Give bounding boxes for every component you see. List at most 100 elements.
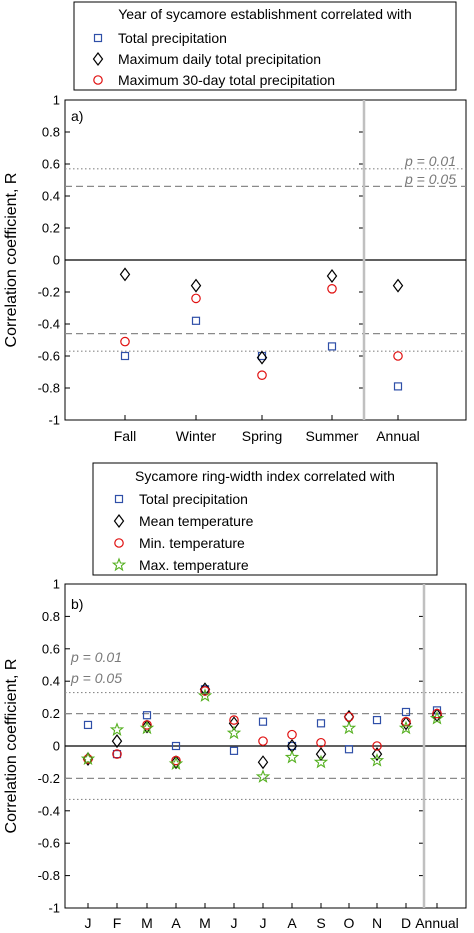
point-b-total-precipitation-11 [372, 715, 382, 725]
point-b-max-temperature-7 [255, 769, 271, 783]
point-b-total-precipitation-7 [258, 717, 268, 726]
legend-b-title: Sycamore ring-width index correlated wit… [135, 468, 395, 484]
point-b-total-precipitation-9 [316, 719, 326, 728]
point-a-maximum-daily-total-precipitation-5 [392, 278, 404, 293]
xtick-label-b-2: F [113, 915, 122, 931]
panel-a-label: a) [71, 108, 83, 124]
ytick-label-b: 1 [53, 577, 60, 592]
xtick-label-b-6: J [231, 915, 238, 931]
point-a-total-precipitation-3 [257, 351, 267, 361]
ytick-label-b: -0.6 [38, 836, 60, 851]
xtick-label-b-7: J [260, 915, 267, 931]
xtick-label-b-11: N [372, 915, 382, 931]
panel-b: Sycamore ring-width index correlated wit… [3, 462, 467, 931]
ytick-label-a: -0.4 [38, 317, 60, 332]
ytick-label-a: 0.8 [42, 125, 60, 140]
xtick-label-b-4: A [171, 915, 181, 931]
xtick-label-b-1: J [85, 915, 92, 931]
point-b-max-temperature-2 [109, 722, 125, 736]
xtick-label-b-12: D [401, 915, 411, 931]
legend-b-entry-3: Min. temperature [139, 535, 245, 551]
point-b-mean-temperature-9 [315, 747, 327, 762]
legend-b: Sycamore ring-width index correlated wit… [92, 462, 438, 576]
legend-a-entry-1: Total precipitation [118, 30, 227, 46]
point-b-max-temperature-4 [168, 756, 184, 770]
point-b-mean-temperature-11 [371, 747, 383, 762]
legend-a-marker-total-precipitation [93, 33, 103, 43]
point-b-min-temperature-11 [372, 741, 382, 751]
legend-b-entry-4: Max. temperature [139, 557, 249, 573]
point-b-max-temperature-3 [139, 720, 155, 735]
ytick-label-a: 0.6 [42, 157, 60, 172]
point-b-max-temperature-12 [398, 720, 414, 735]
ytick-label-a: -0.8 [38, 381, 60, 396]
legend-a-title: Year of sycamore establishment correlate… [118, 6, 412, 22]
point-b-min-temperature-7 [258, 736, 268, 746]
xtick-label-b-8: A [287, 915, 297, 931]
point-a-total-precipitation-1 [120, 351, 130, 361]
xtick-label-b-9: S [316, 915, 325, 931]
point-b-min-temperature-8 [287, 729, 297, 740]
plab-a-p01: p = 0.01 [404, 153, 456, 169]
point-b-mean-temperature-12 [400, 716, 412, 731]
legend-a: Year of sycamore establishment correlate… [73, 1, 457, 91]
point-a-total-precipitation-5 [393, 382, 403, 391]
point-b-min-temperature-2 [112, 749, 122, 759]
xtick-a-2: Winter [176, 428, 217, 444]
xtick-label-b-13: Annual [415, 915, 459, 931]
xtick-a-4: Summer [306, 428, 359, 444]
point-a-maximum-30-day-total-precipitation-4 [327, 283, 337, 294]
xtick-a-3: Spring [242, 428, 282, 444]
point-b-max-temperature-10 [341, 720, 357, 735]
point-b-min-temperature-9 [316, 737, 326, 748]
ytick-label-a: -0.2 [38, 285, 60, 300]
point-b-max-temperature-11 [369, 753, 385, 767]
point-b-mean-temperature-4 [170, 755, 182, 770]
point-b-total-precipitation-12 [401, 707, 411, 717]
xtick-label-b-10: O [344, 915, 355, 931]
ytick-label-b: 0.8 [42, 609, 60, 624]
plab-b-p01: p = 0.01 [70, 649, 122, 665]
plab-a-p05: p = 0.05 [404, 171, 456, 187]
point-b-max-temperature-6 [226, 725, 242, 740]
point-b-mean-temperature-6 [228, 716, 240, 731]
plot-a-layer: 1 0.8 0.6 0.4 0.2 0 -0.2 -0.4 -0.6 -0.8 -1 [38, 93, 466, 428]
xtick-label-b-5: M [199, 915, 211, 931]
point-a-total-precipitation-4 [327, 342, 337, 351]
ytick-label-a: -0.6 [38, 349, 60, 364]
ytick-label-b: 0.2 [42, 706, 60, 721]
point-b-total-precipitation-10 [344, 745, 354, 754]
legend-a-marker-maximum-daily-total-precipitation [92, 52, 104, 66]
point-b-mean-temperature-3 [141, 719, 153, 734]
point-b-total-precipitation-3 [142, 711, 152, 720]
point-b-total-precipitation-4 [171, 741, 181, 751]
point-a-maximum-30-day-total-precipitation-1 [120, 336, 130, 347]
legend-b-marker-mean-temperature [113, 514, 125, 528]
point-a-maximum-daily-total-precipitation-2 [190, 278, 202, 293]
point-a-maximum-daily-total-precipitation-4 [326, 269, 338, 283]
point-b-max-temperature-13 [429, 710, 445, 725]
point-b-total-precipitation-1 [83, 720, 93, 730]
xtick-a-5: Annual [376, 428, 420, 444]
point-b-max-temperature-9 [313, 754, 329, 769]
plot-b-layer: 1 0.8 0.6 0.4 0.2 0 -0.2 -0.4 -0.6 -0.8 -1 J F M A M J J A… [38, 577, 466, 931]
legend-b-marker-min-temperature [114, 538, 124, 548]
point-a-maximum-30-day-total-precipitation-3 [257, 370, 267, 380]
legend-a-box [73, 1, 457, 91]
ytick-label-a: 0.4 [42, 189, 60, 204]
panel-b-label: b) [71, 596, 83, 612]
ylabel-b: Correlation coefficient, R [3, 659, 20, 834]
legend-b-entry-1: Total precipitation [139, 491, 248, 507]
xtick-label-b-3: M [141, 915, 153, 931]
point-a-maximum-daily-total-precipitation-1 [119, 267, 131, 282]
ytick-label-b: 0.6 [42, 641, 60, 656]
point-b-min-temperature-13 [432, 708, 442, 719]
point-b-min-temperature-6 [229, 715, 239, 725]
point-b-mean-temperature-7 [257, 755, 269, 770]
ylabel-a: Correlation coefficient, R [3, 173, 20, 348]
point-b-max-temperature-5 [197, 688, 213, 702]
xtick-a-1: Fall [114, 428, 137, 444]
ytick-label-b: -0.8 [38, 868, 60, 883]
panel-a: Year of sycamore establishment correlate… [3, 1, 467, 444]
point-b-max-temperature-8 [284, 749, 300, 764]
